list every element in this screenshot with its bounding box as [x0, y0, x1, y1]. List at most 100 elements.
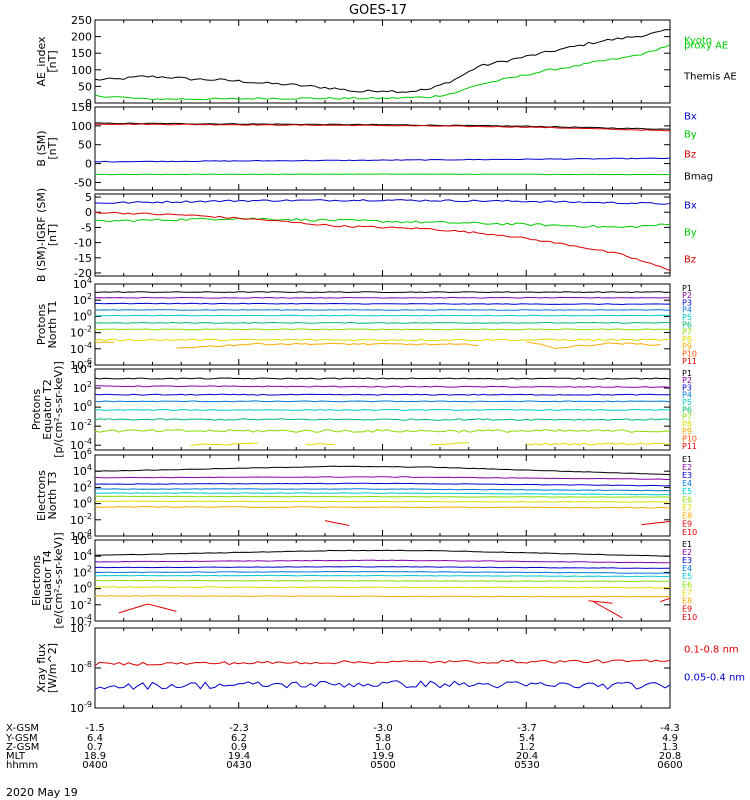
y-tick-label: 50	[78, 80, 92, 93]
series-line	[94, 659, 671, 666]
legend-entry: Bz	[684, 150, 696, 161]
date-label: 2020 May 19	[6, 786, 78, 799]
series-line	[94, 500, 671, 503]
footer-value: 6.4	[87, 733, 103, 744]
legend-entry: P6	[682, 320, 692, 329]
footer-value: 1.3	[662, 742, 678, 753]
y-axis-label: [nT]	[46, 224, 59, 246]
legend-entry: E1	[682, 540, 692, 549]
series-line	[95, 314, 671, 317]
legend-entry: P10	[682, 350, 697, 359]
legend-entry: P11	[682, 442, 697, 451]
legend-entry: P6	[682, 405, 692, 414]
y-tick-label: 102	[73, 292, 92, 307]
legend-entry: P11	[682, 357, 697, 366]
y-tick-label: 200	[71, 31, 92, 44]
legend-entry: E4	[682, 564, 692, 573]
series-line	[190, 442, 258, 447]
legend-entry: P3	[682, 383, 692, 392]
footer-row-label: Y-GSM	[5, 733, 38, 744]
legend-entry: P4	[682, 391, 692, 400]
y-axis-label: B (SM)-IGRF (SM)	[35, 188, 48, 282]
y-tick-label: 10-2	[70, 512, 92, 527]
y-tick-label: 10-7	[70, 620, 92, 635]
series-line	[94, 29, 671, 94]
series-line	[526, 442, 671, 446]
legend-entry: E8	[682, 597, 692, 606]
orbit-footer: X-GSM -1.5 -2.3 -3.0 -3.7 -4.3 Y-GSM 6.4 6.2 5.8 5…	[5, 723, 683, 771]
series-line	[94, 173, 671, 176]
footer-row-label: MLT	[6, 751, 26, 762]
series-line	[526, 341, 661, 350]
y-tick-label: 100	[73, 308, 92, 323]
series-line	[94, 428, 671, 433]
y-tick-label: 250	[71, 14, 92, 27]
series-line	[94, 408, 670, 411]
series-line	[94, 291, 671, 294]
y-tick-label: 0	[85, 206, 92, 219]
series-line	[305, 443, 335, 446]
panel-frame	[94, 627, 671, 709]
footer-value: 20.8	[659, 751, 681, 762]
series-line	[94, 321, 670, 324]
y-tick-label: 102	[73, 564, 92, 579]
series-line	[430, 442, 469, 446]
footer-value: 0400	[82, 760, 107, 771]
legend-entry: E5	[682, 487, 692, 496]
series-line	[588, 600, 613, 604]
series-line	[94, 570, 671, 574]
y-tick-label: 104	[73, 463, 92, 478]
footer-row-label: hhmm	[6, 760, 38, 771]
y-axis-label: Electrons	[35, 470, 48, 521]
legend-entry: Bz	[684, 255, 696, 266]
y-tick-label: 104	[73, 361, 92, 376]
footer-value: -3.7	[517, 723, 537, 734]
footer-value: 0600	[657, 760, 682, 771]
footer-value: 19.9	[372, 751, 394, 762]
footer-value: 0430	[226, 760, 251, 771]
legend-entry: By	[684, 228, 697, 239]
y-axis-label: B (SM)	[35, 130, 48, 166]
legend-entry: P8	[682, 335, 692, 344]
series-line	[95, 385, 671, 388]
legend-entry: E6	[682, 495, 692, 504]
legend-entry: Kyoto	[684, 36, 712, 47]
footer-value: -1.5	[85, 723, 105, 734]
footer-value: 20.4	[516, 751, 538, 762]
y-axis-label: North T1	[46, 301, 59, 349]
series-line	[95, 492, 670, 496]
footer-value: 1.2	[519, 742, 535, 753]
y-tick-label: 104	[73, 548, 92, 563]
series-line	[94, 566, 671, 569]
series-line	[94, 595, 671, 598]
legend-entry: P2	[682, 376, 692, 385]
legend-entry: E2	[682, 463, 692, 472]
y-tick-label: 100	[71, 120, 92, 133]
series-line	[641, 520, 671, 526]
y-tick-label: 102	[73, 479, 92, 494]
y-tick-label: 5	[85, 191, 92, 204]
series-line	[94, 579, 671, 583]
series-line	[94, 199, 671, 205]
legend-entry: Bx	[684, 201, 697, 212]
footer-value: 18.9	[84, 751, 106, 762]
footer-value: -4.3	[660, 723, 680, 734]
panel-frame	[94, 106, 671, 191]
legend-entry: 0.05-0.4 nm	[684, 673, 745, 684]
legend-entry: P7	[682, 413, 692, 422]
series-line	[94, 302, 670, 306]
panel-8: 10-7 10-8 10-9 Xray flux[W/m^2] 0.1-0.8 nm 0.…	[35, 620, 745, 715]
series-line	[94, 488, 671, 492]
y-tick-label: 10-9	[70, 700, 92, 715]
y-tick-label: 150	[71, 47, 92, 60]
legend-entry: P1	[682, 369, 692, 378]
legend-entry: P9	[682, 427, 692, 436]
footer-value: 0530	[514, 760, 539, 771]
y-axis-label: [W/m^2]	[46, 643, 59, 693]
y-tick-label: 10-2	[70, 418, 92, 433]
series-line	[94, 157, 671, 163]
panel-frame	[94, 193, 671, 277]
y-axis-label: [nT]	[46, 137, 59, 159]
